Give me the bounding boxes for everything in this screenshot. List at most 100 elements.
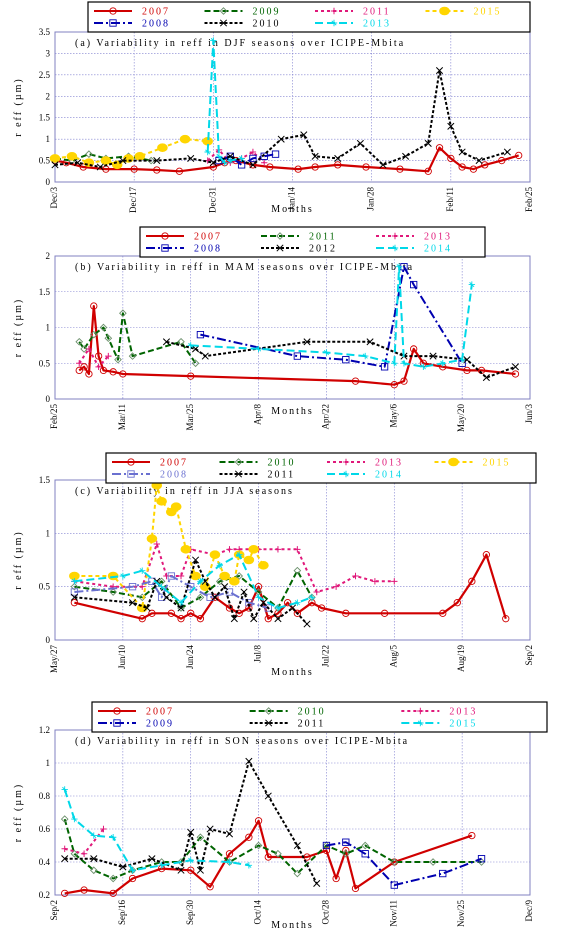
y-tick-label: 0.4 xyxy=(39,857,51,867)
data-point xyxy=(323,349,330,356)
data-point xyxy=(80,363,88,371)
y-axis-label: r eff (µm) xyxy=(13,783,24,842)
series-line xyxy=(218,153,276,166)
data-point xyxy=(249,154,257,163)
chart-title: (b) Variability in reff in MAM seasons o… xyxy=(75,262,414,273)
data-point xyxy=(187,866,195,874)
data-point xyxy=(379,161,387,169)
data-point xyxy=(264,604,272,612)
y-tick-label: 0 xyxy=(46,635,51,645)
legend-label: 2007 xyxy=(160,458,188,469)
x-tick-label: Jun/3 xyxy=(524,404,534,424)
data-point xyxy=(453,599,461,607)
data-point xyxy=(284,599,292,607)
legend-item-2009: 2009 xyxy=(98,719,172,730)
legend-label: 2013 xyxy=(424,232,452,243)
data-point xyxy=(511,363,520,371)
legend-item-2015: 2015 xyxy=(425,7,500,18)
data-point xyxy=(362,352,369,360)
series-2014 xyxy=(187,263,476,371)
data-point xyxy=(71,578,78,585)
x-axis-label: Months xyxy=(271,667,314,678)
data-point xyxy=(334,154,342,162)
series-2011 xyxy=(75,309,200,368)
data-point xyxy=(128,874,137,883)
data-point xyxy=(293,869,302,878)
data-point xyxy=(322,846,331,855)
data-point xyxy=(240,588,248,596)
data-point xyxy=(400,360,408,367)
data-point xyxy=(79,163,87,171)
data-point xyxy=(245,833,253,841)
legend-item-2015: 2015 xyxy=(434,458,509,469)
data-point xyxy=(70,593,78,601)
plot-area xyxy=(54,479,531,641)
data-point xyxy=(130,165,138,173)
legend-box xyxy=(105,452,537,484)
x-tick-label: Jul/22 xyxy=(320,645,330,667)
legend-label: 2009 xyxy=(253,7,281,18)
data-point xyxy=(264,853,272,861)
y-tick-label: 0.5 xyxy=(39,358,51,368)
series-line xyxy=(326,841,482,887)
legend-label: 2014 xyxy=(375,470,403,481)
data-point xyxy=(162,338,171,346)
data-point xyxy=(313,879,321,888)
data-point xyxy=(477,858,486,866)
data-point xyxy=(167,572,175,580)
legend-label: 2011 xyxy=(309,232,337,243)
data-point xyxy=(221,159,228,166)
y-tick-label: 0.2 xyxy=(39,890,50,900)
series-2011 xyxy=(70,556,311,628)
data-point xyxy=(94,352,103,360)
data-point xyxy=(311,163,319,171)
legend-marker xyxy=(219,7,228,15)
series-line xyxy=(54,69,508,168)
data-point xyxy=(225,604,234,612)
data-point xyxy=(209,163,217,171)
data-point xyxy=(75,366,83,375)
x-tick-label: Nov/11 xyxy=(388,900,398,927)
legend-label: 2013 xyxy=(449,707,477,718)
data-point xyxy=(187,609,195,617)
data-point xyxy=(153,166,161,174)
data-point xyxy=(179,134,191,144)
legend-marker xyxy=(342,458,350,466)
data-point xyxy=(294,599,301,606)
data-point xyxy=(511,370,520,378)
data-point xyxy=(119,157,127,165)
data-point xyxy=(70,582,79,591)
chart-title: (d) Variability in reff in SON seasons o… xyxy=(75,736,409,747)
data-point xyxy=(90,302,98,310)
y-tick-label: 0.5 xyxy=(39,156,51,166)
series-2008 xyxy=(215,150,280,169)
series-2015 xyxy=(61,786,253,874)
chart-panel-4: Sep/2 Sep/16 Sep/30 Oct/14 Oct/28 Nov/11 Nov/2… xyxy=(13,701,548,931)
data-point xyxy=(163,572,170,580)
data-point xyxy=(226,858,233,866)
data-point xyxy=(447,154,455,163)
y-axis-label: r eff (µm) xyxy=(13,530,24,589)
x-tick-label: Nov/25 xyxy=(456,900,466,928)
legend-marker xyxy=(391,244,399,252)
data-point xyxy=(196,833,205,842)
x-axis-label: Months xyxy=(271,920,314,931)
data-point xyxy=(482,551,491,559)
data-point xyxy=(229,577,240,586)
x-tick-label: Jun/10 xyxy=(117,645,127,670)
data-point xyxy=(99,323,108,332)
legend-label: 2008 xyxy=(194,244,222,255)
data-point xyxy=(332,874,340,883)
data-point xyxy=(311,152,319,160)
data-point xyxy=(196,331,205,339)
data-point xyxy=(468,281,476,288)
series-2013 xyxy=(76,345,112,371)
legend: 2007 2011 2013 2008 2012 2014 xyxy=(139,226,486,258)
legend-marker xyxy=(109,7,117,15)
data-point xyxy=(515,151,523,160)
data-point xyxy=(128,352,137,360)
legend-item-2008: 2008 xyxy=(146,244,222,255)
legend-label: 2014 xyxy=(424,244,452,255)
data-point xyxy=(177,604,185,612)
